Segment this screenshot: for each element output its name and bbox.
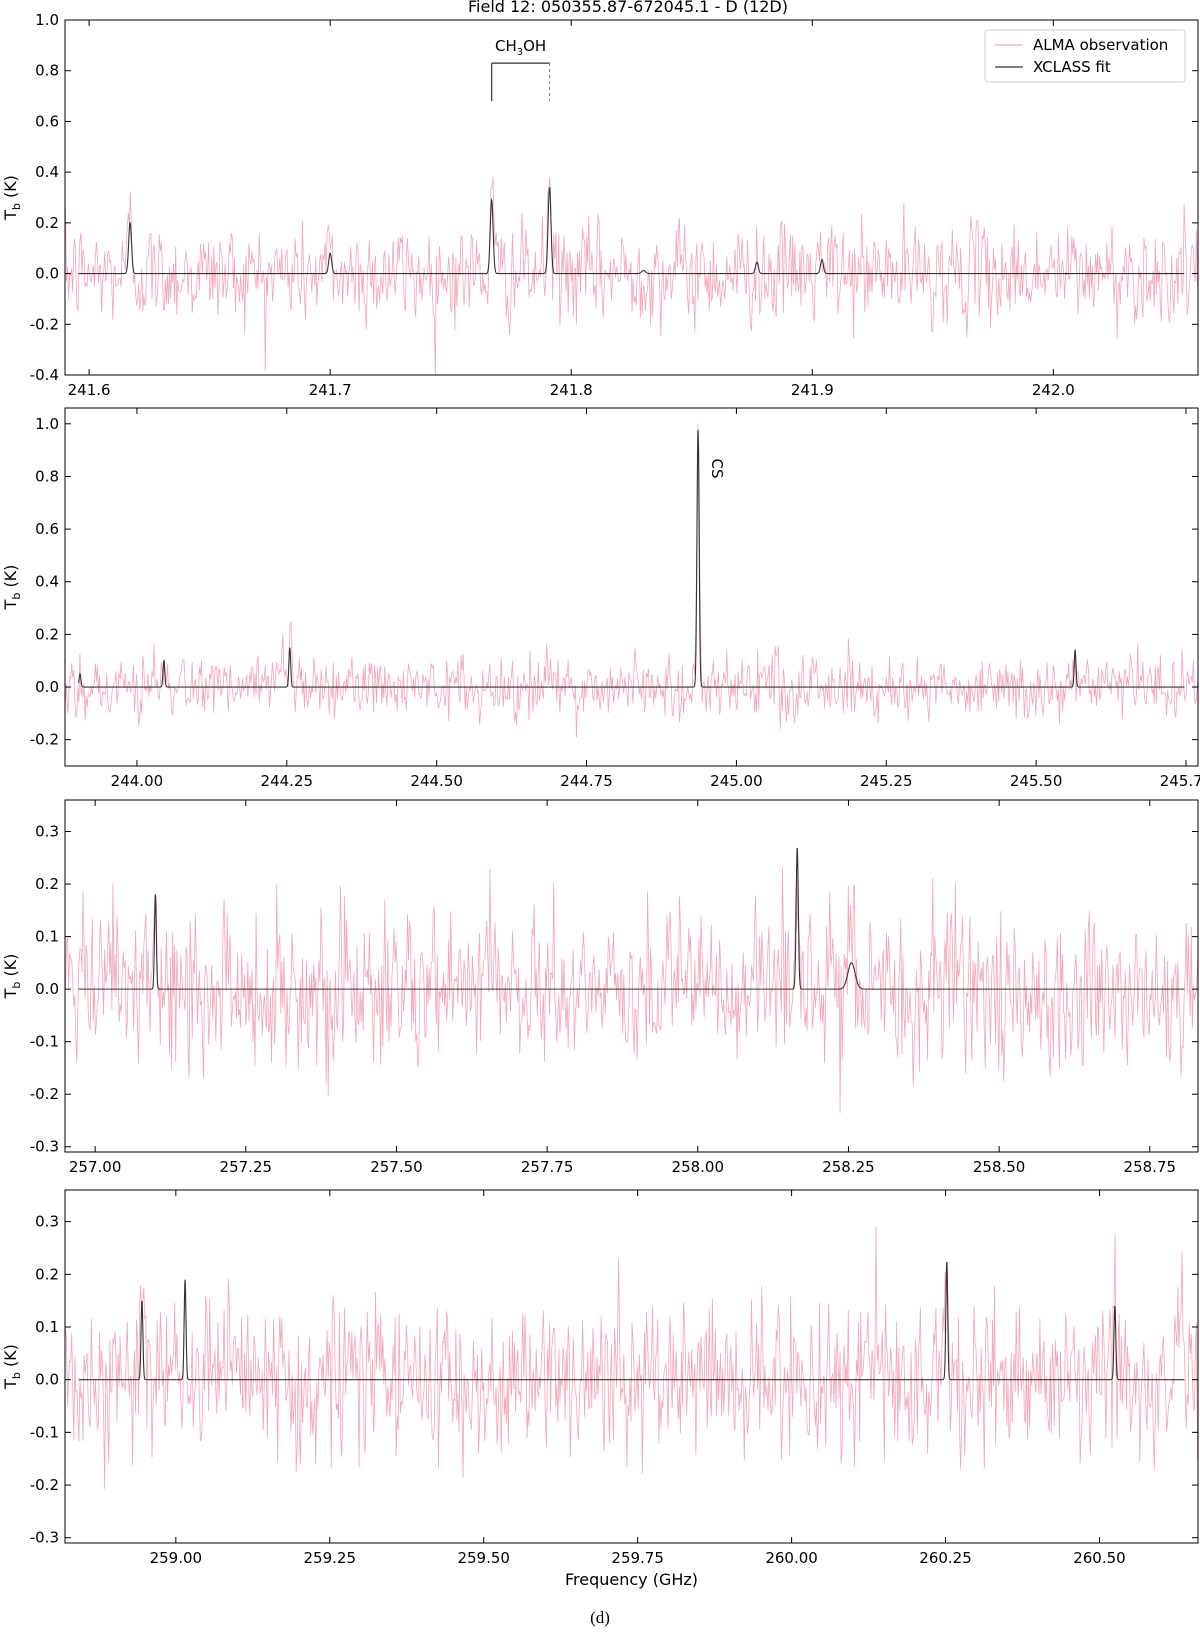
y-tick-label: 0.1 [35,928,59,946]
plot-frame [64,799,1199,1153]
x-tick-label: 258.00 [672,1158,725,1176]
fit-series [78,186,1185,275]
x-tick-label: 257.00 [69,1158,122,1176]
y-axis-label: Tb (K) [1,954,23,1000]
plot-frame [64,407,1199,767]
y-tick-label: 0.4 [35,573,59,591]
y-tick-label: 0.2 [35,875,59,893]
spectrum-panel-2: 244.00 244.25 244.50 244.75 245.00 245.25 245.… [1,407,1200,790]
y-tick-label: 0.3 [35,1213,59,1231]
x-tick-label: 259.25 [304,1549,357,1567]
y-tick-label: 1.0 [35,415,59,433]
x-tick-label: 259.75 [611,1549,664,1567]
y-tick-label: 0.8 [35,62,59,80]
legend-entry: ALMA observation [1033,36,1168,54]
x-tick-label: 241.7 [309,381,352,399]
x-tick-label: 242.0 [1032,381,1075,399]
y-tick-label: 0.2 [35,214,59,232]
y-tick-label: -0.1 [30,1423,59,1441]
annotation-label: CS [708,459,726,479]
x-tick-label: 258.75 [1124,1158,1177,1176]
x-tick-label: 244.00 [111,772,164,790]
x-tick-label: 257.25 [220,1158,273,1176]
figure-title: Field 12: 050355.87-672045.1 - D (12D) [468,0,788,16]
x-tick-label: 259.00 [150,1549,203,1567]
y-axis-label: Tb (K) [1,175,23,221]
x-tick-label: 245.75 [1160,772,1200,790]
x-tick-label: 241.9 [791,381,834,399]
spectrum-panel-4: 259.00 259.25 259.50 259.75 260.00 260.25 260.… [1,1189,1199,1589]
x-tick-label: 245.25 [860,772,913,790]
y-tick-label: 0.6 [35,112,59,130]
observation-series [65,423,1198,738]
fit-series [78,847,1185,990]
observation-series [65,177,1198,375]
legend-entry: XCLASS fit [1033,58,1111,76]
plot-frame [64,1189,1199,1544]
observation-series [65,867,1198,1113]
x-tick-label: 258.25 [822,1158,875,1176]
y-tick-label: 0.8 [35,467,59,485]
y-tick-label: -0.2 [30,731,59,749]
annotation-label: CH3OH [495,37,546,58]
x-tick-label: 241.6 [68,381,111,399]
y-tick-label: -0.4 [30,366,59,384]
y-tick-label: 0.1 [35,1318,59,1336]
y-tick-label: 0.0 [35,265,59,283]
x-tick-label: 245.50 [1010,772,1063,790]
legend-box [984,29,1186,83]
y-tick-label: -0.2 [30,1085,59,1103]
spectrum-panel-1: 241.6 241.7 241.8 241.9 242.0 -0.4 -0.2 0.0 0.2 0… [1,11,1199,399]
y-axis-label: Tb (K) [1,565,23,611]
plot-frame [64,19,1199,376]
y-tick-label: 0.0 [35,678,59,696]
x-tick-label: 244.50 [410,772,463,790]
x-axis-label: Frequency (GHz) [565,1570,698,1589]
fit-series [78,1261,1185,1381]
y-tick-label: 0.2 [35,1265,59,1283]
y-tick-label: 0.0 [35,1371,59,1389]
y-tick-label: 0.2 [35,625,59,643]
x-tick-label: 241.8 [550,381,593,399]
y-tick-label: -0.1 [30,1033,59,1051]
y-tick-label: -0.2 [30,315,59,333]
y-tick-label: 1.0 [35,11,59,29]
y-tick-label: -0.3 [30,1138,59,1156]
x-tick-label: 245.00 [710,772,763,790]
x-tick-label: 257.75 [521,1158,574,1176]
y-tick-label: -0.2 [30,1476,59,1494]
y-tick-label: -0.3 [30,1529,59,1547]
x-tick-label: 260.25 [919,1549,972,1567]
observation-series [65,1226,1198,1489]
x-tick-label: 244.75 [560,772,613,790]
y-tick-label: 0.6 [35,520,59,538]
x-tick-label: 260.00 [765,1549,818,1567]
x-tick-label: 257.50 [370,1158,423,1176]
y-axis-label: Tb (K) [1,1344,23,1390]
x-tick-label: 258.50 [973,1158,1026,1176]
figure-caption: (d) [590,1608,610,1627]
y-tick-label: 0.0 [35,980,59,998]
y-tick-label: 0.4 [35,163,59,181]
x-tick-label: 260.50 [1073,1549,1126,1567]
y-tick-label: 0.3 [35,823,59,841]
fit-series [78,429,1185,688]
x-tick-label: 244.25 [261,772,314,790]
x-tick-label: 259.50 [457,1549,510,1567]
spectrum-panel-3: 257.00 257.25 257.50 257.75 258.00 258.25 258.… [1,799,1199,1176]
